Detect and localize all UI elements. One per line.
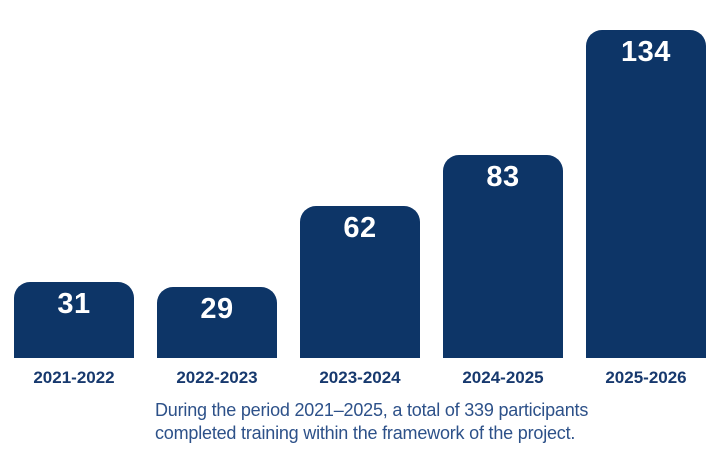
bar: 83 (443, 155, 563, 358)
bar-value-label: 83 (486, 161, 520, 193)
caption-line-1: During the period 2021–2025, a total of … (155, 400, 589, 420)
category-label: 2025-2026 (605, 368, 687, 387)
caption-line-2: completed training within the framework … (155, 423, 576, 443)
bar-value-label: 31 (57, 288, 91, 320)
category-label: 2023-2024 (319, 368, 401, 387)
bar: 29 (157, 287, 277, 358)
bar-value-label: 134 (621, 36, 671, 68)
bar: 134 (586, 30, 706, 358)
category-label: 2024-2025 (462, 368, 544, 387)
bar-value-label: 62 (343, 212, 377, 244)
bar: 31 (14, 282, 134, 358)
bar-value-label: 29 (200, 293, 234, 325)
chart-caption: During the period 2021–2025, a total of … (155, 399, 588, 445)
category-label: 2022-2023 (176, 368, 258, 387)
category-label: 2021-2022 (33, 368, 115, 387)
bar: 62 (300, 206, 420, 358)
